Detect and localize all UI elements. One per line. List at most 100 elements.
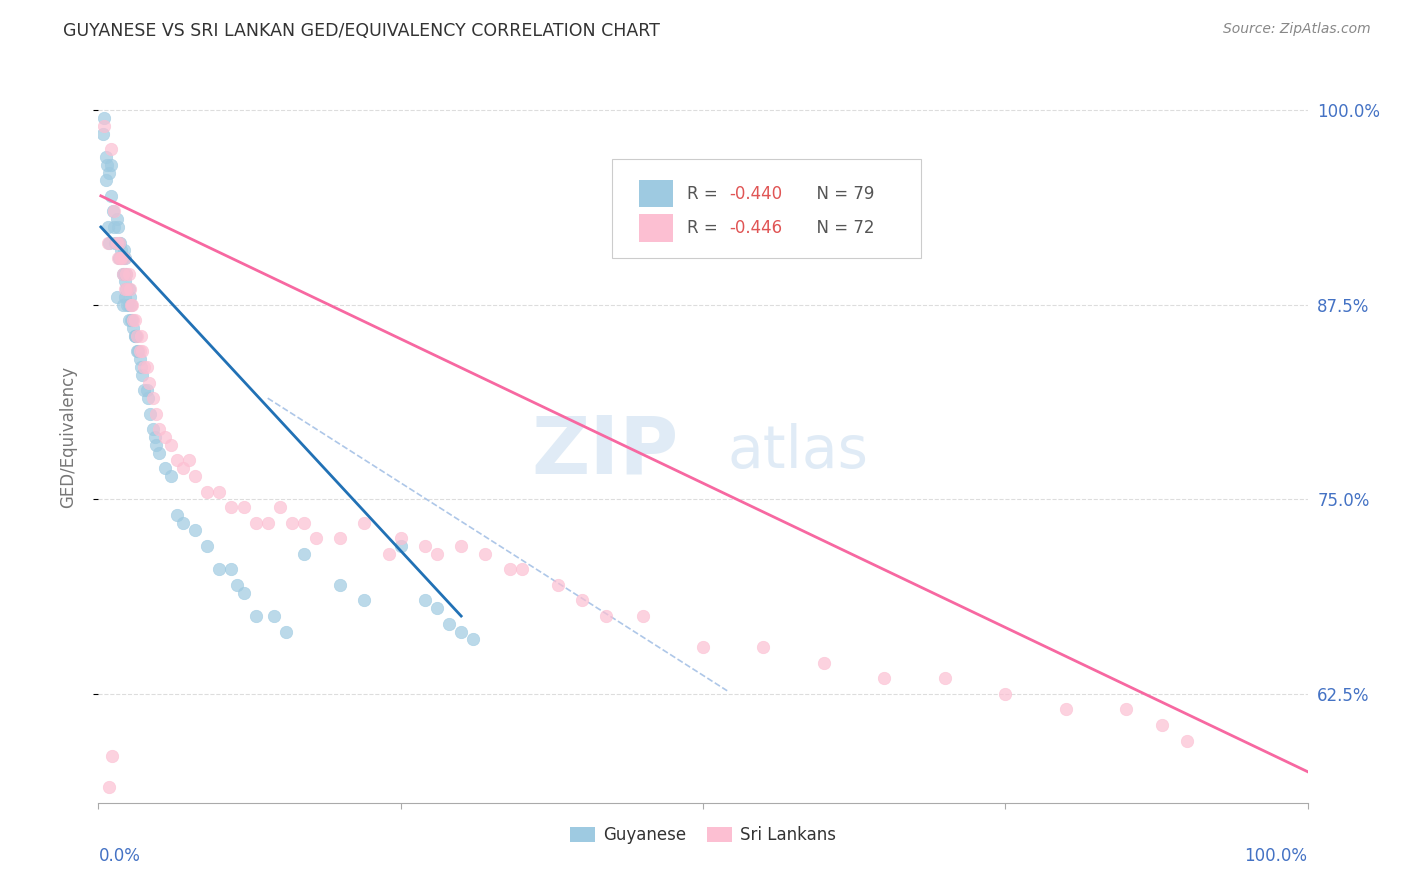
Point xyxy=(136,391,159,405)
Point xyxy=(245,609,267,624)
Point xyxy=(131,344,153,359)
Point xyxy=(1115,702,1137,716)
Point xyxy=(124,313,146,327)
Point xyxy=(93,119,115,133)
Point xyxy=(510,562,533,576)
Point xyxy=(125,329,148,343)
Point xyxy=(98,780,121,795)
Point xyxy=(108,235,131,250)
Point xyxy=(195,484,218,499)
Point xyxy=(413,539,436,553)
Point xyxy=(122,321,145,335)
Point xyxy=(118,290,141,304)
Point xyxy=(121,298,143,312)
Point xyxy=(139,407,162,421)
Point xyxy=(107,219,129,234)
Point xyxy=(115,267,138,281)
Point xyxy=(498,562,520,576)
Point xyxy=(292,516,315,530)
Point xyxy=(463,632,485,647)
Point xyxy=(389,531,412,545)
Point xyxy=(118,282,141,296)
Point xyxy=(127,329,149,343)
Point xyxy=(101,204,124,219)
Point xyxy=(112,244,135,258)
Point xyxy=(221,562,243,576)
Point xyxy=(148,422,170,436)
Point xyxy=(91,127,114,141)
Point xyxy=(122,313,145,327)
Point xyxy=(118,282,141,296)
Point xyxy=(292,547,315,561)
Point xyxy=(145,438,167,452)
Point xyxy=(114,251,136,265)
Point xyxy=(131,368,153,382)
Point xyxy=(226,578,249,592)
Point xyxy=(135,359,157,374)
Point xyxy=(595,609,617,624)
Point xyxy=(281,516,304,530)
Point xyxy=(103,204,125,219)
Point xyxy=(100,189,122,203)
Point xyxy=(105,212,128,227)
Point xyxy=(274,624,297,639)
Point xyxy=(105,290,128,304)
Point xyxy=(571,593,593,607)
Point xyxy=(1175,733,1198,747)
Point xyxy=(135,384,157,398)
Point xyxy=(117,298,139,312)
Text: N = 72: N = 72 xyxy=(806,219,875,237)
Point xyxy=(413,593,436,607)
Point xyxy=(115,267,138,281)
Point xyxy=(160,469,183,483)
Text: -0.446: -0.446 xyxy=(730,219,783,237)
Point xyxy=(148,445,170,459)
Text: 100.0%: 100.0% xyxy=(1244,847,1308,864)
Point xyxy=(117,282,139,296)
Text: N = 79: N = 79 xyxy=(806,185,875,202)
Bar xyxy=(638,214,673,242)
Point xyxy=(128,344,150,359)
Point xyxy=(120,313,142,327)
Point xyxy=(153,430,176,444)
Point xyxy=(114,275,136,289)
Point xyxy=(166,453,188,467)
Y-axis label: GED/Equivalency: GED/Equivalency xyxy=(59,366,77,508)
Text: GUYANESE VS SRI LANKAN GED/EQUIVALENCY CORRELATION CHART: GUYANESE VS SRI LANKAN GED/EQUIVALENCY C… xyxy=(63,22,661,40)
Point xyxy=(120,298,142,312)
Point xyxy=(121,313,143,327)
Point xyxy=(100,158,122,172)
Point xyxy=(450,539,472,553)
Point xyxy=(129,329,152,343)
Point xyxy=(305,531,328,545)
Point xyxy=(127,344,149,359)
Point xyxy=(142,391,165,405)
Point xyxy=(377,547,399,561)
Point xyxy=(134,384,156,398)
Point xyxy=(128,352,150,367)
Point xyxy=(111,267,134,281)
Point xyxy=(142,422,165,436)
Text: atlas: atlas xyxy=(727,423,868,480)
Point xyxy=(269,500,291,515)
Point xyxy=(108,235,131,250)
Legend: Guyanese, Sri Lankans: Guyanese, Sri Lankans xyxy=(565,822,841,849)
Point xyxy=(108,235,131,250)
Point xyxy=(96,158,118,172)
Point xyxy=(263,609,285,624)
Point xyxy=(166,508,188,522)
Point xyxy=(100,749,122,764)
Point xyxy=(98,165,121,179)
Point xyxy=(752,640,775,655)
Point xyxy=(195,539,218,553)
Point xyxy=(108,251,131,265)
Point xyxy=(143,430,166,444)
Point xyxy=(112,267,135,281)
Point xyxy=(353,516,375,530)
Point xyxy=(145,407,167,421)
Point xyxy=(107,251,129,265)
Point xyxy=(179,453,201,467)
Point xyxy=(120,298,142,312)
Point xyxy=(108,251,131,265)
Text: R =: R = xyxy=(688,185,723,202)
